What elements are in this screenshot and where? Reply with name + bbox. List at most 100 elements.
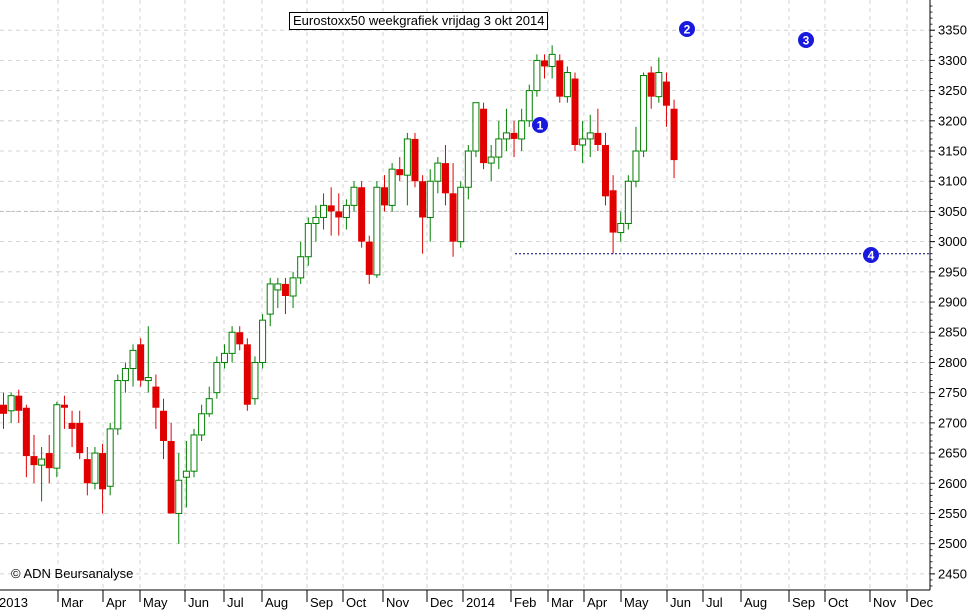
candle-body-up (205, 398, 213, 415)
candle-body-up (487, 156, 495, 164)
candle-body-up (624, 180, 632, 225)
candle-body-up (251, 361, 259, 400)
candle-body-down (15, 395, 23, 411)
candle-body-down (556, 60, 564, 97)
y-tick-label: 3200 (938, 113, 967, 128)
x-tick-label: Mar (551, 595, 574, 610)
x-tick-label: Apr (106, 595, 127, 610)
candle-body-down (365, 241, 373, 275)
candle-body-down (83, 459, 91, 484)
marker-circle (798, 32, 814, 48)
candle-body-up (502, 132, 510, 140)
y-tick-label: 3300 (938, 53, 967, 68)
candle-body-down (152, 386, 160, 408)
copyright-label: © ADN Beursanalyse (11, 566, 134, 581)
candle-body-up (373, 186, 381, 276)
y-tick-label: 3100 (938, 174, 967, 189)
candle-body-up (106, 428, 114, 487)
x-tick-label: May (143, 595, 168, 610)
candle-body-up (274, 283, 282, 291)
candle-body-down (167, 440, 175, 514)
markers: 1 2 3 4 (532, 21, 879, 263)
candle-body-down (76, 422, 84, 454)
y-tick-label: 2900 (938, 295, 967, 310)
marker-circle (679, 21, 695, 37)
candle-body-down (419, 181, 427, 218)
marker-label: 2 (684, 23, 691, 37)
candle-body-up (182, 470, 190, 478)
candle-body-up (632, 150, 640, 182)
x-tick-label: 2014 (466, 595, 495, 610)
y-tick-label: 2800 (938, 355, 967, 370)
y-tick-label: 2450 (938, 566, 967, 581)
candle-body-down (670, 108, 678, 161)
candle-body-down (281, 283, 289, 296)
candle-body-up (548, 53, 556, 67)
x-tick-label: Sep (792, 595, 815, 610)
candle-body-down (601, 144, 609, 197)
y-tick-label: 3000 (938, 234, 967, 249)
candle-body-up (144, 377, 152, 382)
candle-body-up (495, 138, 503, 158)
candle-body-up (403, 138, 411, 176)
candle-body-down (411, 138, 419, 182)
candle-body-down (0, 404, 7, 414)
x-tick-label: Dec (910, 595, 934, 610)
y-tick-label: 2500 (938, 536, 967, 551)
y-tick-label: 3150 (938, 144, 967, 159)
candle-body-down (662, 81, 670, 106)
candle-body-down (137, 344, 145, 381)
candle-body-down (22, 407, 30, 457)
candle-body-up (342, 204, 350, 218)
candle-body-up (53, 404, 61, 469)
candle-body-up (297, 256, 305, 279)
candle-body-down (396, 169, 404, 176)
candle-body-up (434, 162, 442, 182)
gridlines (0, 0, 930, 590)
x-tick-label: Apr (587, 595, 608, 610)
candle-body-down (441, 163, 449, 194)
candle-body-down (647, 72, 655, 97)
candle-body-down (609, 190, 617, 233)
candle-body-down (327, 205, 335, 212)
x-tick-label: Jul (706, 595, 723, 610)
x-tick-label: Nov (873, 595, 897, 610)
candle-body-down (99, 453, 107, 490)
candle-body-down (236, 332, 244, 345)
y-tick-label: 3350 (938, 23, 967, 38)
candle-body-down (541, 60, 549, 67)
candle-body-down (68, 422, 76, 429)
candle-body-down (480, 108, 488, 164)
x-tick-label: Oct (828, 595, 849, 610)
marker-circle (863, 247, 879, 263)
candle-body-up (228, 331, 236, 354)
candle-body-up (190, 434, 198, 472)
candle-body-up (464, 150, 472, 188)
candle-body-down (594, 132, 602, 145)
candle-body-up (617, 223, 625, 234)
x-tick-label: Aug (744, 595, 767, 610)
candle-body-up (312, 216, 320, 225)
y-tick-label: 2700 (938, 415, 967, 430)
x-tick-label: May (624, 595, 649, 610)
candle-body-up (640, 75, 648, 152)
candle-body-up (457, 186, 465, 243)
candle-body-down (510, 132, 518, 139)
y-tick-label: 2750 (938, 385, 967, 400)
candle-body-up (525, 90, 533, 122)
candle-body-up (259, 319, 267, 363)
x-tick-label: Jun (188, 595, 209, 610)
candles (0, 45, 678, 544)
x-tick-label: Mar (61, 595, 84, 610)
candle-body-up (533, 59, 541, 92)
candle-body-up (388, 168, 396, 206)
candle-body-up (38, 458, 46, 466)
candle-body-down (449, 193, 457, 242)
candle-body-up (266, 283, 274, 315)
y-tick-label: 3050 (938, 204, 967, 219)
candle-body-up (426, 180, 434, 218)
candle-body-up (175, 479, 183, 514)
x-tick-label: Jun (670, 595, 691, 610)
candle-body-up (121, 367, 129, 382)
